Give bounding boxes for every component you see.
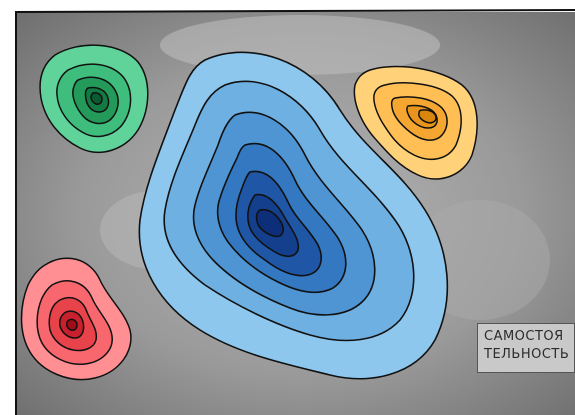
caption-line-2: ТЕЛЬНОСТЬ — [484, 347, 570, 362]
orange-contour-blob — [353, 65, 478, 180]
blue-contour-blob — [138, 51, 449, 380]
caption-label-box: САМОСТОЯ ТЕЛЬНОСТЬ — [477, 323, 575, 373]
green-contour-blob — [39, 44, 149, 153]
frame-border — [15, 9, 575, 415]
red-contour-blob — [20, 257, 132, 381]
caption-line-1: САМОСТОЯ — [484, 329, 564, 344]
